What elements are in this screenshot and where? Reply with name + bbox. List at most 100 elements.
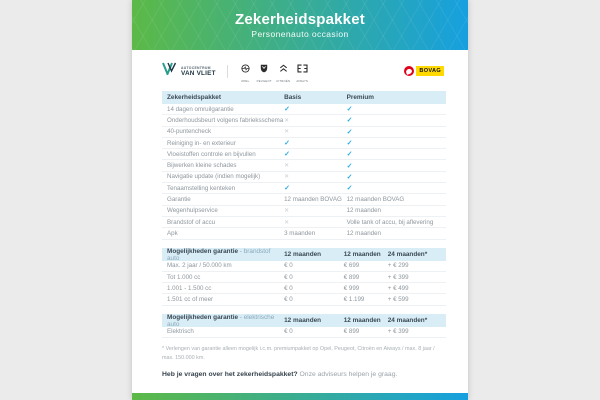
- row-label: 1.001 - 1.500 cc: [167, 284, 212, 292]
- opel-logo: Opel: [239, 60, 252, 83]
- peugeot-icon: [260, 60, 268, 78]
- electric-title-bold: Mogelijkheden garantie: [167, 313, 239, 321]
- fuel-table-header: Mogelijkheden garantie - brandstof auto …: [162, 247, 446, 262]
- check-icon: ✓: [346, 140, 353, 148]
- check-icon: ✓: [346, 185, 353, 193]
- footer-question: Heb je vragen over het zekerheidspakket?…: [162, 371, 446, 378]
- row-label: Tenaamstelling kenteken: [167, 184, 236, 192]
- fuel-row: 1.501 cc of meer € 0 € 1.199 + € 599: [162, 294, 446, 306]
- fuel-col-3: 24 maanden*: [387, 251, 428, 259]
- row-value: 3 maanden: [284, 229, 316, 237]
- electric-table-body: Elektrisch € 0 € 899 + € 399: [162, 327, 446, 339]
- dealer-name-bottom: VAN VLIET: [181, 69, 216, 77]
- electric-title-suffix: - elektrische auto: [167, 313, 275, 328]
- dealer-name-top: AUTOCENTRUM: [181, 65, 211, 70]
- package-row: 14 dagen omruilgarantie ✓ ✓: [162, 104, 446, 116]
- package-row: 40-puntencheck ✕ ✓: [162, 127, 446, 138]
- check-icon: ✓: [284, 151, 290, 159]
- package-row: Onderhoudsbeurt volgens fabrieksschema ✕ ✓: [162, 115, 446, 127]
- check-icon: ✓: [346, 128, 353, 136]
- row-label: Garantie: [167, 196, 191, 204]
- row-value: € 0: [284, 262, 293, 270]
- check-icon: ✓: [284, 140, 290, 148]
- package-row: Apk 3 maanden 12 maanden: [162, 228, 446, 240]
- aiways-logo: Aiways: [296, 60, 309, 83]
- package-row: Brandstof of accu ✕ Volle tank of accu, bi…: [162, 217, 446, 229]
- row-label: Elektrisch: [167, 328, 194, 336]
- package-table-header: Zekerheidspakket Basis Premium: [162, 91, 446, 104]
- bottom-gradient-bar: [132, 393, 468, 400]
- van-vliet-v-icon: [162, 62, 177, 80]
- column-premium: Premium: [346, 94, 374, 101]
- fuel-row: Tot 1.000 cc € 0 € 899 + € 399: [162, 272, 446, 284]
- row-label: Navigatie update (indien mogelijk): [167, 173, 261, 181]
- check-icon: ✓: [284, 185, 290, 193]
- electric-col-1: 12 maanden: [284, 317, 322, 325]
- fuel-col-2: 12 maanden: [343, 251, 381, 259]
- row-value: + € 299: [387, 262, 409, 270]
- row-label: Brandstof of accu: [167, 218, 216, 226]
- electric-warranty-table: Mogelijkheden garantie - elektrische aut…: [162, 313, 446, 339]
- header-banner: Zekerheidspakket Personenauto occasion: [132, 0, 468, 50]
- opel-icon: [241, 60, 250, 78]
- row-label: 14 dagen omruilgarantie: [167, 105, 234, 113]
- cross-icon: ✕: [284, 208, 290, 215]
- cross-icon: ✕: [284, 219, 290, 226]
- electric-col-3: 24 maanden*: [387, 317, 428, 325]
- fuel-warranty-table: Mogelijkheden garantie - brandstof auto …: [162, 247, 446, 306]
- row-value: + € 399: [387, 328, 409, 336]
- bovag-icon: [404, 66, 415, 76]
- package-row: Vloeistoffen controle en bijvullen ✓ ✓: [162, 149, 446, 161]
- fuel-section-title: Mogelijkheden garantie - brandstof auto: [162, 248, 284, 262]
- package-row: Tenaamstelling kenteken ✓ ✓: [162, 183, 446, 195]
- row-value: 12 maanden: [346, 229, 381, 237]
- row-value: € 0: [284, 328, 293, 336]
- row-value: € 0: [284, 296, 293, 304]
- citroen-logo: Citroën: [276, 60, 290, 83]
- tables-area: Zekerheidspakket Basis Premium 14 dagen …: [132, 91, 468, 378]
- row-label: Tot 1.000 cc: [167, 273, 201, 281]
- row-value: 12 maanden: [346, 207, 381, 215]
- fuel-title-suffix: - brandstof auto: [167, 247, 271, 262]
- row-value: € 699: [343, 262, 360, 270]
- check-icon: ✓: [346, 106, 353, 114]
- row-value: 12 maanden BOVAG: [284, 196, 342, 204]
- row-value: Volle tank of accu, bij aflevering: [346, 218, 434, 226]
- row-value: € 0: [284, 284, 293, 292]
- row-label: Vloeistoffen controle en bijvullen: [167, 150, 256, 158]
- check-icon: ✓: [346, 117, 353, 125]
- row-value: 12 maanden BOVAG: [346, 196, 405, 204]
- dealer-logo: AUTOCENTRUM VAN VLIET: [162, 62, 216, 80]
- row-value: + € 599: [387, 296, 409, 304]
- row-value: € 999: [343, 284, 360, 292]
- citroen-icon: [279, 60, 288, 78]
- check-icon: ✓: [284, 106, 290, 114]
- peugeot-logo: Peugeot: [257, 60, 272, 83]
- check-icon: ✓: [346, 162, 353, 170]
- page-subtitle: Personenauto occasion: [251, 29, 349, 39]
- package-row: Reiniging in- en exterieur ✓ ✓: [162, 138, 446, 150]
- column-zekerheidspakket: Zekerheidspakket: [167, 94, 221, 101]
- fuel-title-bold: Mogelijkheden garantie: [167, 247, 239, 255]
- package-row: Bijwerken kleine schades ✕ ✓: [162, 160, 446, 172]
- logo-divider: [226, 64, 228, 78]
- check-icon: ✓: [346, 151, 353, 159]
- fuel-row: Max. 2 jaar / 50.000 km € 0 € 699 + € 299: [162, 261, 446, 272]
- electric-col-2: 12 maanden: [343, 317, 381, 325]
- package-row: Wegenhulpservice ✕ 12 maanden: [162, 206, 446, 217]
- row-value: € 899: [343, 273, 360, 281]
- brand-bar: AUTOCENTRUM VAN VLIET Opel Peugeot: [162, 59, 444, 83]
- row-label: 40-puntencheck: [167, 128, 212, 136]
- row-value: € 1.199: [343, 296, 365, 304]
- package-row: Navigatie update (indien mogelijk) ✕ ✓: [162, 172, 446, 184]
- bovag-logo: BOVAG: [404, 66, 444, 76]
- cross-icon: ✕: [284, 117, 290, 124]
- footer-question-bold: Heb je vragen over het zekerheidspakket?: [162, 371, 298, 379]
- aiways-icon: [297, 60, 308, 78]
- row-label: Onderhoudsbeurt volgens fabrieksschema: [167, 116, 284, 124]
- aiways-label: Aiways: [296, 78, 309, 83]
- bovag-label: BOVAG: [416, 66, 444, 76]
- row-label: Reiniging in- en exterieur: [167, 139, 236, 147]
- cross-icon: ✕: [284, 163, 290, 170]
- page-title: Zekerheidspakket: [235, 11, 365, 28]
